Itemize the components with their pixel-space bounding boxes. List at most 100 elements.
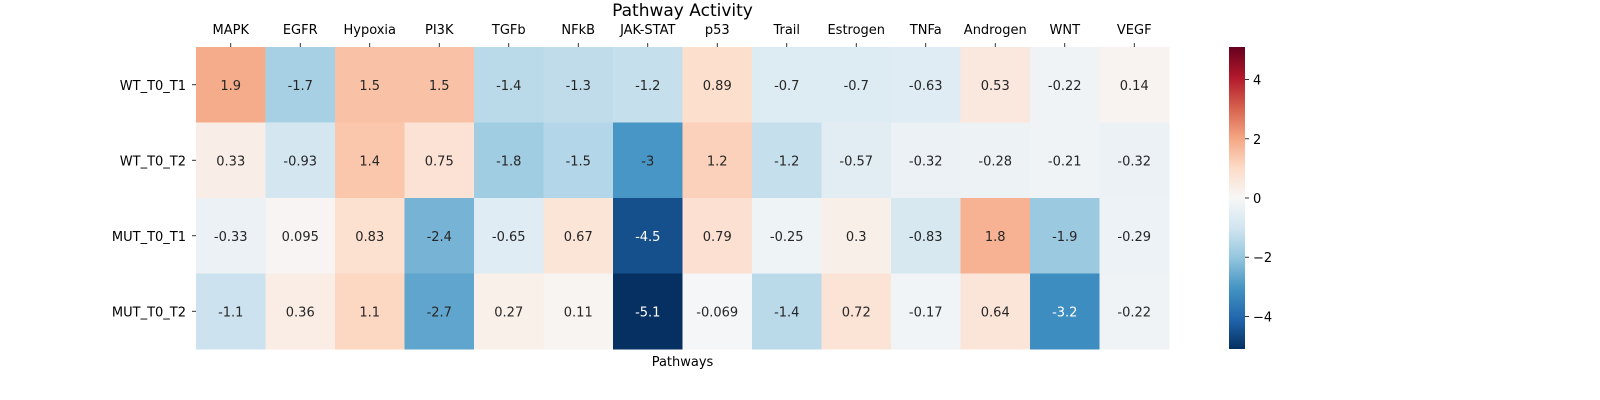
column-label: VEGF bbox=[1117, 23, 1152, 38]
heatmap-cell bbox=[613, 47, 683, 123]
heatmap-cell bbox=[752, 47, 822, 123]
heatmap-cell bbox=[335, 122, 405, 199]
heatmap-cell bbox=[543, 47, 614, 123]
cell-value-label: -0.069 bbox=[696, 305, 738, 320]
heatmap-cell bbox=[474, 273, 544, 350]
column-label: Androgen bbox=[964, 23, 1027, 38]
heatmap-cell-labels: 1.9 -1.7 1.5 1.5 -1.4 -1.3 -1.2 0.89 -0.7 -0.7 -0.… bbox=[214, 79, 1151, 321]
heatmap-cell bbox=[404, 122, 475, 199]
cell-value-label: -0.33 bbox=[214, 230, 248, 245]
cell-value-label: -0.32 bbox=[1117, 154, 1151, 169]
heatmap-cell bbox=[1030, 122, 1100, 199]
heatmap-cell bbox=[1030, 47, 1100, 123]
cell-value-label: -0.7 bbox=[774, 79, 799, 94]
cell-value-label: 0.14 bbox=[1120, 79, 1149, 94]
cell-value-label: -0.22 bbox=[1048, 79, 1082, 94]
heatmap-cell bbox=[613, 273, 683, 350]
cell-value-label: -2.7 bbox=[427, 305, 452, 320]
column-tick-labels: MAPK EGFR Hypoxia PI3K TGFb NFkB JAK-STAT p53 Tr… bbox=[213, 23, 1152, 47]
column-label: EGFR bbox=[283, 23, 318, 38]
cell-value-label: 0.79 bbox=[703, 230, 732, 245]
cell-value-label: 1.2 bbox=[707, 154, 728, 169]
heatmap-cell bbox=[196, 122, 266, 199]
heatmap-cell bbox=[821, 122, 892, 199]
heatmap-cell bbox=[1099, 273, 1170, 350]
heatmap-cell bbox=[891, 273, 961, 350]
heatmap-cell bbox=[891, 122, 961, 199]
column-label: Estrogen bbox=[827, 23, 885, 38]
cell-value-label: -0.17 bbox=[909, 305, 943, 320]
colorbar bbox=[1229, 47, 1245, 349]
cell-value-label: -1.1 bbox=[218, 305, 243, 320]
cell-value-label: -0.21 bbox=[1048, 154, 1082, 169]
heatmap-cell bbox=[960, 47, 1031, 123]
cell-value-label: -3 bbox=[641, 154, 654, 169]
heatmap-cell bbox=[1030, 273, 1100, 350]
cell-value-label: 0.095 bbox=[282, 230, 319, 245]
heatmap-cell bbox=[543, 273, 614, 350]
cell-value-label: -0.28 bbox=[978, 154, 1012, 169]
cell-value-label: -5.1 bbox=[635, 305, 660, 320]
cell-value-label: 0.11 bbox=[564, 305, 593, 320]
cell-value-label: -2.4 bbox=[427, 230, 452, 245]
heatmap-cell bbox=[960, 198, 1031, 274]
row-label: MUT_T0_T2 bbox=[112, 305, 186, 320]
heatmap-cell bbox=[613, 198, 683, 274]
row-label: WT_T0_T2 bbox=[120, 154, 186, 169]
cell-value-label: 0.3 bbox=[846, 230, 867, 245]
heatmap-cell bbox=[752, 122, 822, 199]
heatmap-cell bbox=[821, 47, 892, 123]
cell-value-label: -0.25 bbox=[770, 230, 804, 245]
column-label: p53 bbox=[705, 23, 730, 38]
cell-value-label: -0.63 bbox=[909, 79, 943, 94]
cell-value-label: 1.5 bbox=[429, 79, 450, 94]
heatmap-cell bbox=[613, 122, 683, 199]
heatmap-cell bbox=[752, 198, 822, 274]
heatmap-cells bbox=[196, 47, 1170, 350]
heatmap-cell bbox=[682, 122, 753, 199]
heatmap-cell bbox=[335, 273, 405, 350]
cell-value-label: 1.4 bbox=[359, 154, 380, 169]
heatmap-cell bbox=[265, 273, 336, 350]
x-axis-label: Pathways bbox=[652, 355, 714, 370]
cell-value-label: -0.93 bbox=[283, 154, 317, 169]
heatmap-cell bbox=[960, 273, 1031, 350]
cell-value-label: 0.83 bbox=[355, 230, 384, 245]
heatmap-cell bbox=[474, 122, 544, 199]
column-label: PI3K bbox=[425, 23, 454, 38]
cell-value-label: -1.9 bbox=[1052, 230, 1077, 245]
cell-value-label: -1.4 bbox=[774, 305, 799, 320]
cell-value-label: 0.27 bbox=[494, 305, 523, 320]
heatmap-cell bbox=[335, 198, 405, 274]
row-label: WT_T0_T1 bbox=[120, 79, 186, 94]
heatmap-cell bbox=[474, 47, 544, 123]
cell-value-label: -4.5 bbox=[635, 230, 660, 245]
heatmap-cell bbox=[891, 47, 961, 123]
heatmap-cell bbox=[682, 273, 753, 350]
row-label: MUT_T0_T1 bbox=[112, 230, 186, 245]
cell-value-label: 0.64 bbox=[981, 305, 1010, 320]
heatmap-cell bbox=[404, 198, 475, 274]
heatmap-cell bbox=[1099, 122, 1170, 199]
colorbar-tick-label: −4 bbox=[1253, 310, 1272, 325]
cell-value-label: 1.8 bbox=[985, 230, 1006, 245]
heatmap-cell bbox=[404, 273, 475, 350]
cell-value-label: -0.32 bbox=[909, 154, 943, 169]
heatmap-cell bbox=[821, 198, 892, 274]
cell-value-label: 0.67 bbox=[564, 230, 593, 245]
heatmap-cell bbox=[196, 273, 266, 350]
heatmap-cell bbox=[543, 198, 614, 274]
cell-value-label: 1.1 bbox=[359, 305, 380, 320]
heatmap-cell bbox=[752, 273, 822, 350]
cell-value-label: -1.8 bbox=[496, 154, 521, 169]
cell-value-label: -0.65 bbox=[492, 230, 526, 245]
cell-value-label: 1.5 bbox=[359, 79, 380, 94]
colorbar-tick-label: −2 bbox=[1253, 251, 1272, 266]
chart-title: Pathway Activity bbox=[612, 1, 753, 21]
heatmap-cell bbox=[196, 198, 266, 274]
heatmap-cell bbox=[1030, 198, 1100, 274]
heatmap-cell bbox=[543, 122, 614, 199]
column-label: TNFa bbox=[909, 23, 942, 38]
cell-value-label: -1.7 bbox=[288, 79, 313, 94]
